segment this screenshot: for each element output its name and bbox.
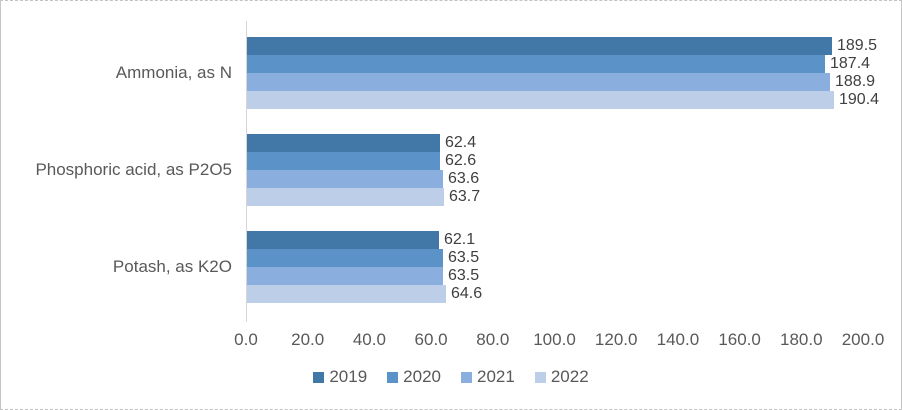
category-axis-line — [246, 21, 247, 322]
x-tick-label: 40.0 — [352, 330, 386, 349]
x-tick-label: 140.0 — [656, 330, 700, 349]
legend-label: 2022 — [550, 367, 589, 386]
category-label: Ammonia, as N — [115, 63, 232, 82]
bar-2019 — [247, 134, 440, 152]
x-tick-label: 200.0 — [841, 330, 885, 349]
bar-value-label: 62.6 — [445, 152, 477, 169]
legend-marker-icon — [461, 371, 472, 383]
category-label: Phosphoric acid, as P2O5 — [35, 160, 232, 179]
category-label: Potash, as K2O — [112, 257, 232, 276]
legend-item-2020: 2020 — [387, 367, 441, 387]
x-tick-label: 60.0 — [414, 330, 448, 349]
x-tick-label: 100.0 — [533, 330, 576, 349]
legend-label: 2019 — [329, 367, 368, 386]
bar-2020 — [247, 152, 440, 170]
bar-value-label: 62.4 — [445, 134, 477, 151]
x-tick-label: 80.0 — [476, 330, 510, 349]
bar-2019 — [247, 231, 439, 249]
x-tick-label: 120.0 — [594, 330, 638, 349]
legend-marker-icon — [313, 371, 325, 383]
bar-value-label: 188.9 — [835, 73, 876, 90]
bar-value-label: 63.5 — [448, 249, 480, 266]
legend-marker-icon — [534, 371, 546, 383]
legend-item-2021: 2021 — [461, 367, 515, 387]
bar-2022 — [247, 188, 444, 206]
bar-2022 — [247, 285, 446, 303]
chart-legend: 2019 2020 2021 2022 — [1, 367, 901, 387]
bar-2019 — [247, 37, 832, 55]
legend-label: 2021 — [477, 367, 515, 386]
legend-marker-icon — [387, 371, 399, 383]
bar-value-label: 63.7 — [449, 188, 481, 205]
x-tick-label: 180.0 — [780, 330, 823, 349]
bar-2021 — [247, 267, 443, 285]
x-tick-label: 160.0 — [718, 330, 761, 349]
bar-2020 — [247, 249, 443, 267]
legend-item-2019: 2019 — [313, 367, 367, 387]
bar-value-label: 62.1 — [444, 231, 476, 248]
bar-2022 — [247, 91, 834, 109]
x-tick-label: 20.0 — [291, 330, 325, 349]
bar-2020 — [247, 55, 825, 73]
legend-label: 2020 — [403, 367, 441, 386]
bar-2021 — [247, 170, 443, 188]
bar-value-label: 190.4 — [839, 91, 880, 108]
bar-value-label: 63.6 — [448, 170, 480, 187]
x-tick-label: 0.0 — [234, 330, 258, 349]
bar-value-label: 187.4 — [830, 55, 871, 72]
bar-value-label: 63.5 — [448, 267, 480, 284]
legend-item-2022: 2022 — [534, 367, 589, 387]
bar-2021 — [247, 73, 830, 91]
bar-value-label: 64.6 — [451, 285, 483, 302]
bar-value-label: 189.5 — [837, 37, 878, 54]
